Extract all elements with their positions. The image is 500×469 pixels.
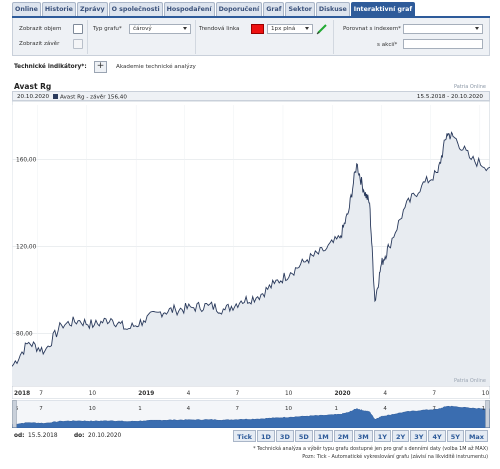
x-tick-label: 4 [187,391,191,397]
tab-5[interactable]: Doporučení [215,2,263,17]
trend-style-value: 1px plná [271,26,296,32]
period-buttons: Tick 1D 3D 5D 1M 2M 3M 1Y 2Y 3Y 4Y 5Y Max [233,430,488,442]
trend-color-swatch[interactable] [251,24,264,34]
period-button-1[interactable]: 1D [257,430,275,442]
period-button-7[interactable]: 1Y [373,430,391,442]
chart-controls-panel: Zobrazit objem Zobrazit závěr Typ grafu*… [12,18,490,56]
note-tick: Pozn: Tick - Automatické vykreslování gr… [302,454,488,460]
technical-indicators-label: Technické indikátory*: [14,64,87,70]
tab-underline [12,16,490,18]
chevron-down-icon [183,27,187,30]
x-tick-label: 7 [432,391,436,397]
period-button-0[interactable]: Tick [233,430,256,442]
add-indicator-button[interactable]: + [94,61,107,73]
period-button-11[interactable]: 5Y [446,430,464,442]
from-label: od: [14,433,25,439]
navigator-handle-right [485,400,490,428]
show-close-label: Zobrazit závěr [19,41,60,47]
tab-7[interactable]: Sektor [285,2,315,17]
brand-label: Patria Online [453,84,486,90]
date-range-row: od: 15.5.2018 do: 20.10.2020 Tick 1D 3D 5D 1… [12,430,490,444]
x-tick-label: 10 [285,391,293,397]
tab-8[interactable]: Diskuse [315,2,350,17]
trend-line-label: Trendová linka [199,26,240,32]
navigator-label: 7 [39,406,43,412]
chart-type-label: Typ grafu* [93,26,122,32]
navigator-label: 10 [89,406,96,412]
y-tick-label: 120,00 [16,245,37,251]
watermark: Patria Online [454,378,486,384]
navigator-handle-left [12,400,17,428]
navigator-label: 5 [15,406,19,412]
compare-index-select[interactable] [403,24,483,34]
x-tick-label: 7 [39,391,43,397]
legend-series: Avast Rg - závěr 156,40 [51,93,127,100]
show-volume-checkbox[interactable] [73,24,83,34]
period-button-12[interactable]: Max [464,430,488,442]
tab-3[interactable]: O společnosti [108,2,163,17]
academy-link[interactable]: Akademie technické analýzy [116,64,196,70]
to-label: do: [74,433,85,439]
technical-indicators-row: Technické indikátory*: + Akademie techni… [12,58,490,76]
period-button-5[interactable]: 2M [333,430,353,442]
tab-9[interactable]: Interaktivní graf [350,2,416,17]
period-button-9[interactable]: 3Y [410,430,428,442]
divider [333,20,334,54]
tab-2[interactable]: Zprávy [76,2,108,17]
x-tick-label: 10 [482,391,490,397]
tab-6[interactable]: Graf [263,2,285,17]
x-tick-label: 10 [89,391,97,397]
divider [195,20,196,54]
tab-1[interactable]: Historie [41,2,76,17]
y-tick-label: 160,00 [16,157,37,163]
price-chart[interactable]: 80,00 120,00 160,00 2018 7 10 2019 4 7 10 2020 4 7 10… [12,101,490,399]
navigator-label: 7 [432,406,436,412]
period-button-6[interactable]: 3M [353,430,373,442]
navigator-label: 1 [138,406,142,412]
x-tick-label: 2018 [14,391,30,397]
chart-navigator[interactable]: 57101471014710 [12,400,490,428]
chevron-down-icon [305,27,309,30]
x-tick-label: 2020 [334,391,350,397]
chart-legend-bar: 20.10.2020 Avast Rg - závěr 156,40 15.5.… [12,91,490,101]
divider [87,20,88,54]
x-tick-label: 2019 [138,391,154,397]
navigator-label: 7 [236,406,240,412]
show-close-checkbox[interactable] [73,39,83,49]
note-technical: * Technická analýza a výběr typu grafu d… [253,446,488,452]
compare-stock-label: s akcií* [377,42,398,48]
series-color-swatch [53,93,58,99]
navigator-label: 4 [383,406,387,412]
legend-date: 20.10.2020 [17,93,50,100]
legend-range: 15.5.2018 - 20.10.2020 [416,93,483,100]
chart-type-select[interactable]: čárový [129,24,191,34]
period-button-4[interactable]: 1M [313,430,333,442]
compare-index-label: Porovnat s indexem* [343,26,401,32]
to-date-field[interactable]: 20.10.2020 [88,433,122,439]
period-button-8[interactable]: 2Y [392,430,410,442]
tab-0[interactable]: Online [12,2,41,17]
period-button-3[interactable]: 5D [294,430,313,442]
tab-bar: Online Historie Zprávy O společnosti Hospoda… [12,2,416,17]
navigator-label: 4 [187,406,191,412]
chevron-down-icon [475,27,479,30]
price-line [12,131,490,367]
x-tick-label: 4 [383,391,387,397]
y-tick-label: 80,00 [16,332,33,338]
tab-4[interactable]: Hospodaření [163,2,215,17]
chart-type-value: čárový [133,26,152,32]
pencil-icon[interactable] [316,23,328,35]
show-volume-label: Zobrazit objem [19,26,62,32]
period-button-2[interactable]: 3D [275,430,294,442]
x-tick-label: 7 [236,391,240,397]
navigator-area [12,405,490,428]
trend-style-select[interactable]: 1px plná [267,24,313,34]
navigator-label: 1 [334,406,338,412]
price-area [12,132,490,386]
period-button-10[interactable]: 4Y [428,430,446,442]
from-date-field[interactable]: 15.5.2018 [28,433,58,439]
compare-stock-input[interactable] [403,39,483,49]
navigator-label: 10 [285,406,292,412]
chart-title: Avast Rg [14,82,52,91]
